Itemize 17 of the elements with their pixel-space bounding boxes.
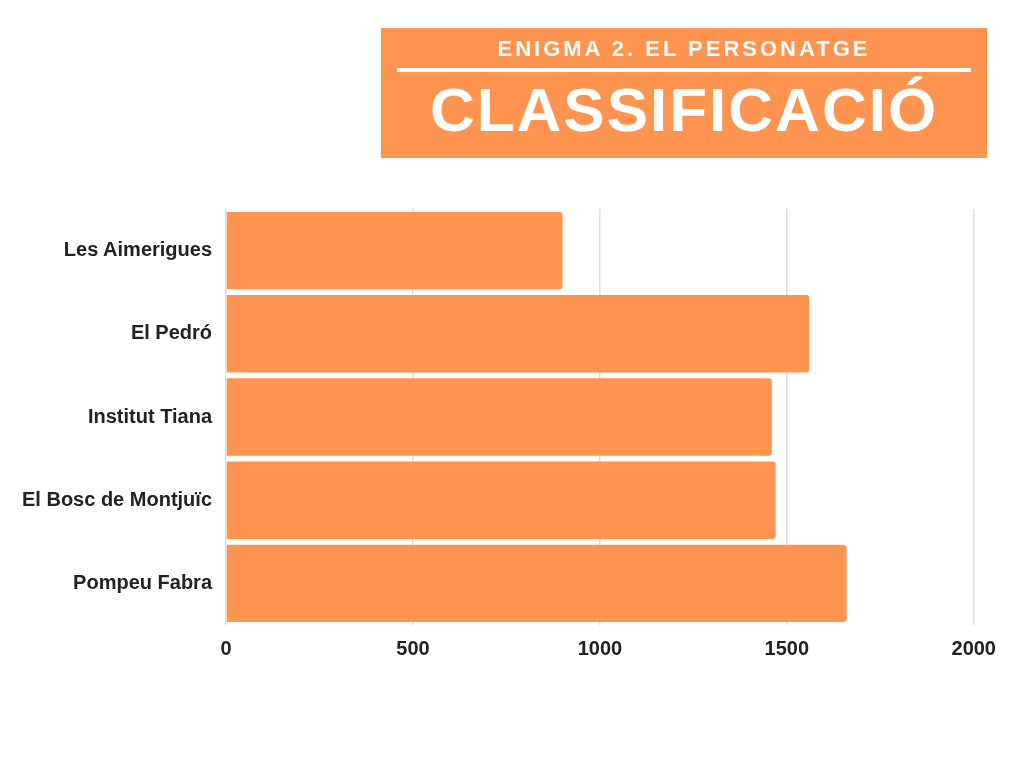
x-tick-label: 500 [396, 636, 430, 659]
chart-subtitle: ENIGMA 2. EL PERSONATGE [496, 36, 872, 62]
y-tick-label: Institut Tiana [87, 404, 213, 427]
x-tick-label: 1500 [764, 636, 810, 659]
bar [226, 378, 772, 456]
bar [226, 211, 563, 290]
bar [226, 544, 847, 623]
bar [226, 461, 776, 539]
y-tick-label: El Bosc de Montjuïc [21, 487, 213, 510]
x-tick-label: 2000 [951, 636, 996, 659]
y-tick-label: Les Aimerigues [63, 238, 213, 261]
x-tick-label: 1000 [577, 636, 623, 659]
chart-title: CLASSIFICACIÓ [428, 74, 940, 145]
y-tick-label: El Pedró [130, 321, 213, 344]
x-tick-label: 0 [220, 636, 232, 659]
bar [226, 295, 810, 373]
y-tick-label: Pompeu Fabra [73, 570, 213, 593]
